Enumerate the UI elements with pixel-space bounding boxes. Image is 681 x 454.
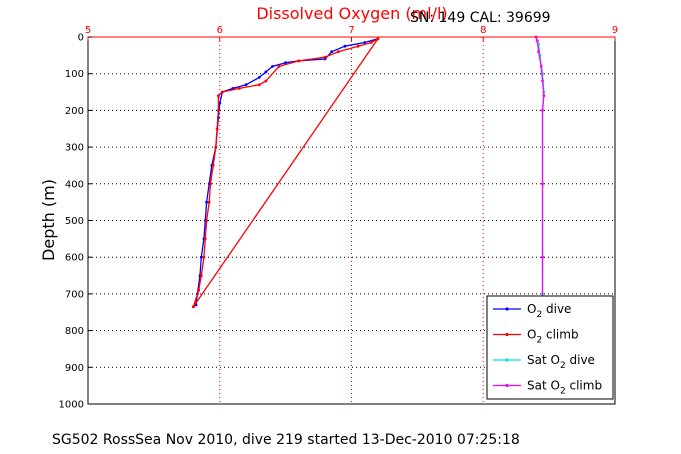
data-point-o2-climb xyxy=(369,41,373,44)
data-point-o2-climb xyxy=(207,200,211,204)
data-point-o2-dive xyxy=(199,255,203,259)
legend: O2 dive O2 climb Sat O2 dive Sat O2 climb xyxy=(486,295,614,400)
y-tick-label: 300 xyxy=(65,143,84,154)
legend-label: O2 climb xyxy=(527,328,579,346)
data-point-o2-climb xyxy=(215,127,219,131)
data-point-o2-dive xyxy=(218,101,222,105)
x-tick-label: 6 xyxy=(217,25,223,36)
data-point-sat-o2-climb xyxy=(535,39,539,43)
x-ticks: 5 6 7 8 9 xyxy=(85,25,618,41)
chart-title: Dissolved Oxygen (ml/l) xyxy=(256,4,447,23)
y-tick-label: 0 xyxy=(78,33,84,44)
data-point-sat-o2-climb xyxy=(541,109,544,112)
data-point-o2-climb xyxy=(197,288,201,292)
data-point-sat-o2-climb xyxy=(542,94,546,98)
data-point-o2-climb xyxy=(192,305,195,309)
data-point-o2-dive xyxy=(343,44,347,48)
data-point-sat-o2-climb xyxy=(539,65,543,68)
legend-label: Sat O2 dive xyxy=(527,353,595,371)
sensor-calibration: SN: 149 CAL: 39699 xyxy=(410,10,551,26)
legend-marker xyxy=(505,332,509,337)
legend-marker xyxy=(505,358,509,362)
y-tick-label: 900 xyxy=(65,363,84,374)
data-point-o2-dive xyxy=(330,50,334,54)
data-point-o2-climb xyxy=(221,90,224,94)
y-tick-label: 1000 xyxy=(59,400,84,411)
legend-label: O2 dive xyxy=(527,302,571,320)
y-tick-label: 500 xyxy=(65,216,84,227)
data-point-o2-climb xyxy=(356,44,360,48)
x-tick-label: 7 xyxy=(348,25,354,36)
data-point-o2-climb xyxy=(199,274,203,277)
data-point-sat-o2-climb xyxy=(541,182,544,186)
y-tick-label: 200 xyxy=(65,106,84,117)
data-point-o2-dive xyxy=(264,70,268,74)
data-point-o2-climb xyxy=(277,65,281,68)
data-point-o2-climb xyxy=(297,59,301,63)
series-group xyxy=(192,35,546,309)
data-point-o2-dive xyxy=(244,83,248,87)
legend-marker xyxy=(505,307,509,311)
data-point-o2-climb xyxy=(217,94,220,98)
data-point-o2-dive xyxy=(363,41,367,44)
footer-text: SG502 RossSea Nov 2010, dive 219 started… xyxy=(52,432,520,448)
series-line-o2-climb xyxy=(192,38,379,308)
data-point-sat-o2-climb xyxy=(537,50,540,54)
data-point-o2-climb xyxy=(323,55,327,59)
data-point-o2-climb xyxy=(209,182,212,186)
data-point-o2-climb xyxy=(257,83,261,87)
data-point-o2-climb xyxy=(238,87,241,90)
data-point-o2-dive xyxy=(284,61,287,65)
y-tick-label: 600 xyxy=(65,253,84,264)
data-point-o2-climb xyxy=(211,164,215,167)
data-point-o2-climb xyxy=(202,255,206,259)
data-point-o2-climb xyxy=(205,219,209,222)
x-tick-label: 5 xyxy=(85,25,91,36)
y-tick-label: 700 xyxy=(65,289,84,300)
data-point-o2-dive xyxy=(257,76,261,79)
x-tick-label: 9 xyxy=(612,25,618,36)
series-line-sat-o2-climb xyxy=(535,36,545,302)
y-axis-label: Depth (m) xyxy=(39,179,58,261)
data-point-sat-o2-climb xyxy=(541,79,544,83)
data-point-o2-climb xyxy=(336,50,340,54)
data-point-o2-climb xyxy=(217,109,220,112)
legend-label: Sat O2 climb xyxy=(527,379,602,397)
legend-box xyxy=(486,295,614,400)
data-point-o2-climb xyxy=(264,79,268,83)
y-tick-label: 800 xyxy=(65,326,84,337)
x-tick-label: 8 xyxy=(480,25,486,36)
data-point-sat-o2-climb xyxy=(541,255,544,259)
y-tick-label: 400 xyxy=(65,179,84,190)
data-point-o2-climb xyxy=(214,145,218,149)
data-point-o2-dive xyxy=(205,200,209,204)
y-ticks: 0 100 200 300 400 500 600 700 800 900 1000 xyxy=(59,33,92,411)
y-tick-label: 100 xyxy=(65,69,84,80)
data-point-o2-climb xyxy=(376,37,380,41)
data-point-o2-climb xyxy=(203,237,207,241)
data-point-o2-dive xyxy=(271,65,274,68)
legend-marker xyxy=(505,383,509,388)
